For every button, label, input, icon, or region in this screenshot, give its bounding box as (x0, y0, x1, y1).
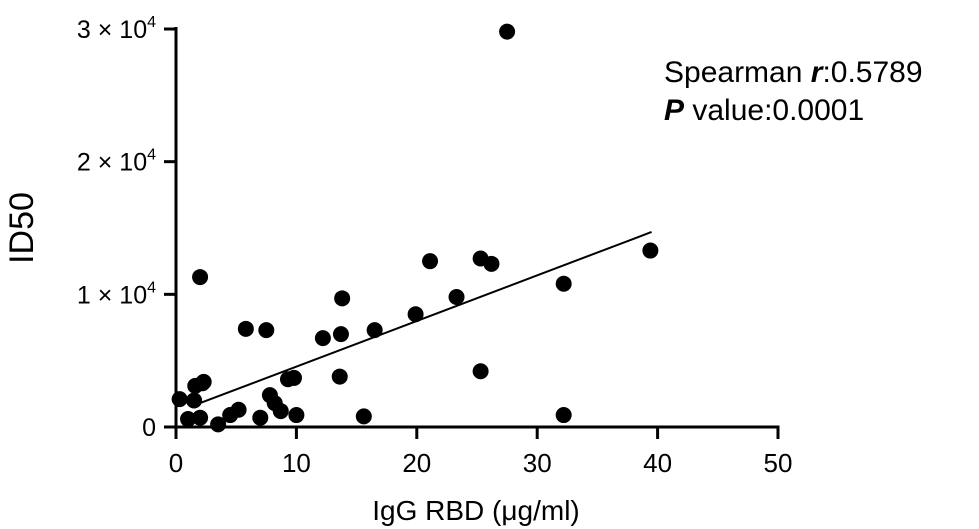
data-point (195, 373, 212, 390)
spearman-r-value: :0.5789 (822, 56, 923, 89)
data-point (314, 330, 331, 347)
spearman-r-symbol: r (810, 56, 823, 89)
data-point (186, 392, 203, 409)
data-point (192, 409, 209, 426)
p-value-annotation: P value:0.0001 (664, 92, 864, 130)
data-point (422, 253, 439, 270)
x-tick-label: 20 (402, 448, 431, 478)
data-point (407, 306, 424, 323)
data-point (366, 322, 383, 339)
data-point (252, 409, 269, 426)
data-point (555, 275, 572, 292)
y-tick-label: 2 × 104 (77, 147, 156, 177)
y-tick-label: 0 (142, 414, 156, 442)
data-points (171, 23, 659, 433)
data-point (555, 407, 572, 424)
data-point (192, 269, 209, 286)
data-point (355, 408, 372, 425)
data-point (472, 363, 489, 380)
data-point (171, 391, 188, 408)
x-axis-label: IgG RBD (μg/ml) (372, 495, 579, 526)
data-point (230, 401, 247, 418)
y-tick-label: 1 × 104 (77, 279, 156, 309)
x-tick-label: 10 (282, 448, 311, 478)
y-axis-ticks: 0 1 × 104 2 × 104 3 × 104 (77, 14, 176, 442)
spearman-label: Spearman (664, 56, 811, 89)
data-point (331, 368, 348, 385)
data-point (210, 416, 227, 433)
spearman-annotation: Spearman r:0.5789 (664, 54, 923, 92)
x-tick-label: 50 (764, 448, 793, 478)
y-axis-label: ID50 (3, 192, 41, 264)
data-point (483, 255, 500, 272)
data-point (642, 242, 659, 259)
data-point (499, 23, 516, 40)
x-tick-label: 0 (169, 448, 183, 478)
data-point (180, 411, 197, 428)
data-point (332, 326, 349, 343)
x-tick-label: 30 (523, 448, 552, 478)
regression-line (199, 231, 652, 405)
data-point (272, 403, 289, 420)
data-point (448, 288, 465, 305)
x-tick-label: 40 (643, 448, 672, 478)
data-point (288, 407, 305, 424)
y-tick-label: 3 × 104 (77, 14, 156, 44)
data-point (285, 369, 302, 386)
data-point (237, 320, 254, 337)
p-value-text: value:0.0001 (684, 94, 865, 127)
p-symbol: P (664, 94, 685, 127)
data-point (258, 322, 275, 339)
data-point (334, 290, 351, 307)
x-axis-ticks: 0 10 20 30 40 50 (169, 427, 793, 478)
